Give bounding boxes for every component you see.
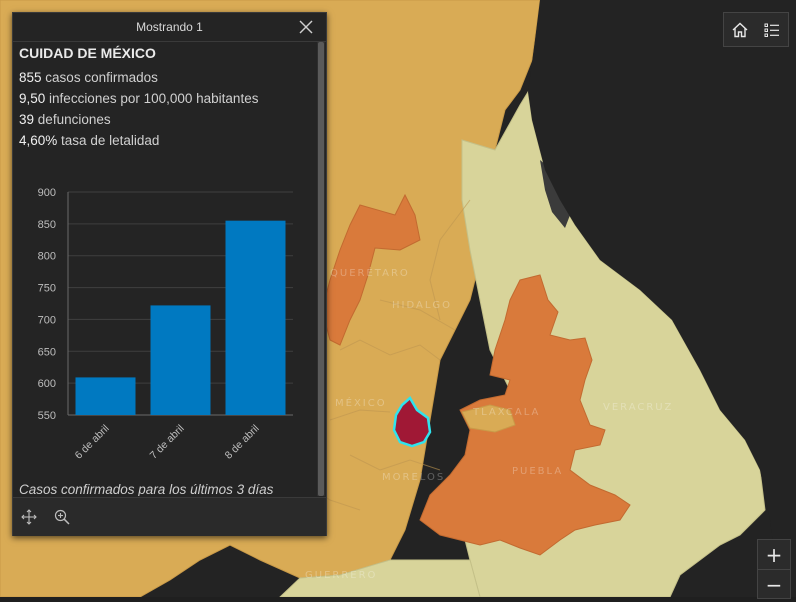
stat-confirmed: 855 casos confirmados bbox=[19, 70, 158, 85]
y-tick-label: 600 bbox=[38, 378, 56, 390]
map-toolbar bbox=[723, 12, 789, 47]
zoom-in-icon bbox=[54, 509, 70, 525]
place-title: CUIDAD DE MÉXICO bbox=[19, 45, 156, 61]
stat-value: 9,50 bbox=[19, 91, 46, 106]
region-cdmx[interactable] bbox=[392, 396, 432, 448]
legend-button[interactable] bbox=[756, 13, 788, 46]
popup-footer bbox=[13, 497, 326, 536]
y-tick-label: 700 bbox=[38, 314, 56, 326]
y-tick-label: 900 bbox=[38, 187, 56, 199]
close-button[interactable] bbox=[296, 17, 316, 37]
popup-title: Mostrando 1 bbox=[136, 20, 203, 34]
y-tick-label: 650 bbox=[38, 346, 56, 358]
cases-bar-chart: 550 600 650 700 750 800 850 900 6 de abril 7 de a… bbox=[38, 187, 293, 462]
lagoon bbox=[540, 160, 572, 228]
x-tick-label: 8 de abril bbox=[223, 423, 262, 462]
y-tick-label: 850 bbox=[38, 219, 56, 231]
stat-lethality: 4,60% tasa de letalidad bbox=[19, 133, 159, 148]
popup-header: Mostrando 1 bbox=[13, 13, 326, 42]
bar bbox=[150, 305, 211, 415]
y-tick-label: 550 bbox=[38, 410, 56, 422]
scrollbar[interactable] bbox=[317, 42, 325, 496]
state-label-queretaro: Querétaro bbox=[330, 268, 410, 279]
stat-deaths: 39 defunciones bbox=[19, 112, 111, 127]
stat-text: tasa de letalidad bbox=[61, 133, 160, 148]
bar bbox=[225, 220, 286, 415]
home-icon bbox=[732, 22, 748, 37]
state-label-guerrero: Guerrero bbox=[305, 570, 378, 581]
zoom-to-button[interactable] bbox=[52, 507, 72, 527]
state-label-hidalgo: Hidalgo bbox=[392, 300, 453, 311]
list-icon bbox=[764, 23, 779, 37]
stat-text: defunciones bbox=[37, 112, 111, 127]
stat-value: 39 bbox=[19, 112, 35, 127]
x-tick-label: 6 de abril bbox=[73, 423, 112, 462]
popup-content[interactable]: CUIDAD DE MÉXICO 855 casos confirmados 9… bbox=[13, 42, 317, 496]
stat-rate: 9,50 infecciones por 100,000 habitantes bbox=[19, 91, 258, 106]
close-icon bbox=[299, 20, 313, 34]
move-icon bbox=[21, 509, 37, 525]
state-label-mexico: México bbox=[335, 398, 387, 409]
stat-value: 855 bbox=[19, 70, 42, 85]
state-label-veracruz: Veracruz bbox=[603, 402, 674, 413]
stat-text: casos confirmados bbox=[45, 70, 158, 85]
y-tick-label: 750 bbox=[38, 283, 56, 295]
zoom-out-button[interactable]: − bbox=[765, 572, 783, 597]
region-queretaro bbox=[321, 193, 421, 346]
zoom-in-button[interactable]: + bbox=[758, 540, 790, 570]
home-button[interactable] bbox=[724, 13, 756, 46]
pan-to-button[interactable] bbox=[19, 507, 39, 527]
chart-caption: Casos confirmados para los últimos 3 día… bbox=[19, 482, 274, 496]
region-puebla bbox=[419, 274, 631, 556]
gulf-top bbox=[528, 0, 796, 597]
state-label-morelos: Morelos bbox=[382, 472, 446, 483]
stat-value: 4,60% bbox=[19, 133, 58, 148]
stat-text: infecciones por 100,000 habitantes bbox=[49, 91, 259, 106]
region-tlaxcala bbox=[461, 404, 516, 433]
state-label-puebla: Puebla bbox=[512, 466, 564, 477]
x-tick-label: 7 de abril bbox=[148, 423, 187, 462]
y-tick-label: 800 bbox=[38, 251, 56, 263]
scroll-thumb[interactable] bbox=[318, 42, 324, 496]
state-borders bbox=[299, 199, 471, 511]
popup-panel: Mostrando 1 CUIDAD DE MÉXICO 855 casos c… bbox=[12, 12, 327, 536]
state-label-tlaxcala: Tlaxcala bbox=[473, 407, 541, 418]
zoom-control: + − bbox=[757, 539, 791, 599]
bar bbox=[75, 377, 136, 415]
